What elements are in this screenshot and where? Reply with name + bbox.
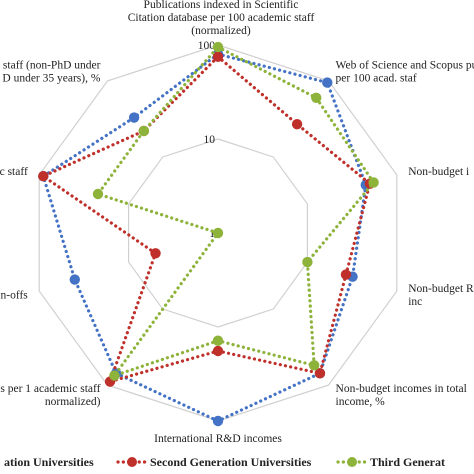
data-point [340,269,352,280]
data-point [212,415,224,427]
data-point [291,118,303,130]
grid-ring [128,138,308,328]
axis-label: spin-offs [0,290,28,302]
data-point [368,177,379,188]
data-point [212,345,224,357]
axis-label: demic staff [0,166,28,178]
data-point [109,370,120,381]
legend-entry: ation Universities [4,455,94,469]
axis-label: Web of Science and Scopus pu per 100 acad… [336,60,474,85]
data-point [212,51,224,62]
legend-entry: Third Generat [336,455,445,469]
data-point [322,77,333,88]
data-point [92,188,104,200]
data-point [311,92,322,103]
data-point [38,171,49,182]
data-point [314,368,326,379]
data-point [212,335,224,346]
data-point [212,227,224,239]
legend-label: ation Universities [4,455,94,469]
data-point [212,41,224,53]
data-point [69,274,80,285]
axis-label: Non-budget i [408,166,469,178]
tick-label: 1 [209,228,215,240]
legend-label: Second Generation Universities [150,455,312,469]
data-point [150,248,161,259]
legend-swatch-marker [347,457,357,467]
axis-label: Non-budget incomes in total income, % [336,383,467,408]
legend-entry: Second Generation Universities [116,455,312,469]
axis-label: Publications indexed in Scientific Citati… [128,0,315,37]
series-layer [38,41,379,427]
tick-label: 100 [198,40,216,52]
legend: ation Universities Second Generation Univ… [4,455,445,469]
series-line [40,54,372,384]
axis-label: ic staff (non-PhD under D under 35 years)… [0,60,101,85]
axis-label: International R&D incomes [154,433,282,445]
data-point [128,112,140,123]
data-point [308,360,320,371]
legend-label: Third Generat [370,455,445,469]
data-point [302,256,313,268]
axis-label: Non-budget R&inc [408,283,474,308]
label-layer: Publications indexed in Scientific Citati… [0,0,474,445]
tick-label: 10 [204,134,216,146]
data-point [138,125,150,137]
legend-swatch-marker [127,457,137,467]
